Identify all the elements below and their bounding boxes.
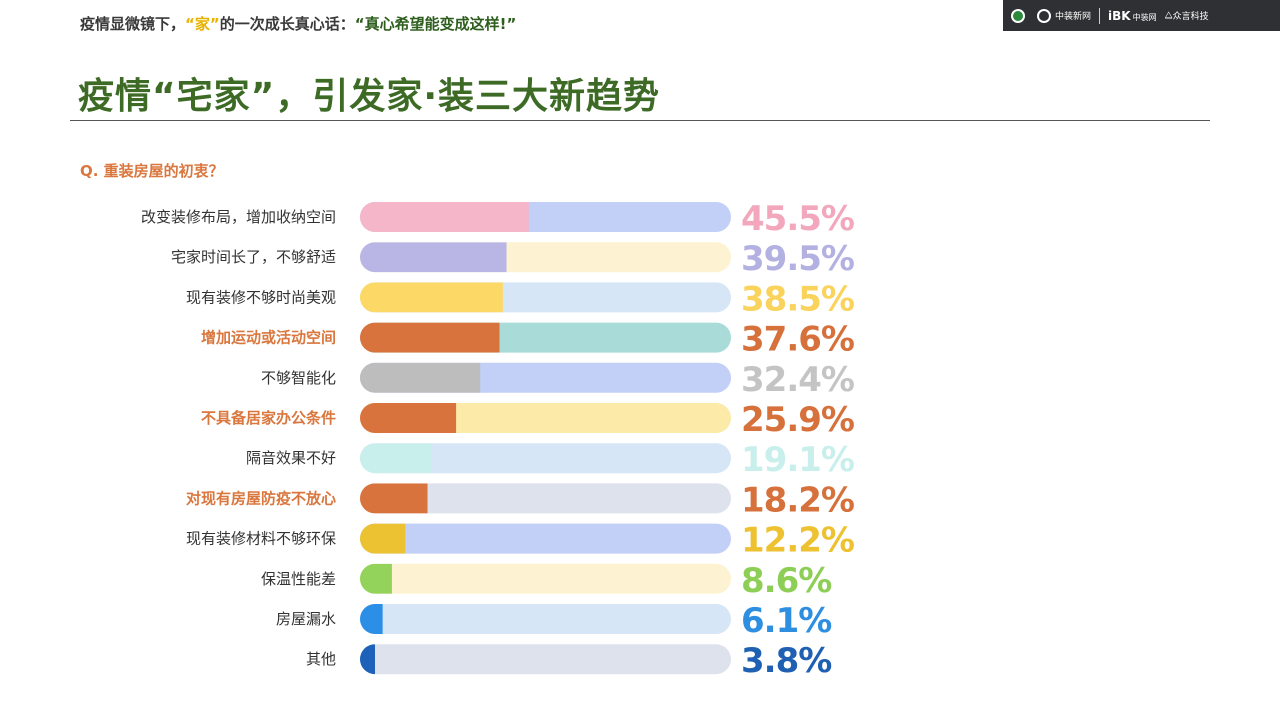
category-label: 不具备居家办公条件 <box>201 409 336 427</box>
association-logo <box>1011 8 1029 23</box>
category-label: 保温性能差 <box>261 570 336 588</box>
bar <box>360 604 383 634</box>
value-label: 8.6% <box>741 561 831 601</box>
category-label: 不够智能化 <box>261 369 336 387</box>
brand-three-sub: 中装网 <box>1132 12 1157 22</box>
value-label: 37.6% <box>741 320 854 360</box>
partner-logo-bar: 中装新网 iBK 中装网 ⧋ 众言科技 <box>1003 0 1280 31</box>
brand-two-name: 中装新网 <box>1055 12 1092 22</box>
value-label: 38.5% <box>741 279 854 319</box>
category-label: 现有装修材料不够环保 <box>186 530 336 548</box>
association-seal-icon <box>1011 8 1025 23</box>
value-label: 6.1% <box>741 601 831 641</box>
value-label: 3.8% <box>741 641 831 681</box>
bar <box>360 282 503 313</box>
bar-track <box>360 483 731 514</box>
category-label: 增加运动或活动空间 <box>201 329 336 347</box>
brand-two-mark-icon <box>1037 8 1051 23</box>
bar <box>360 443 431 474</box>
bar <box>360 563 392 594</box>
bar <box>360 523 406 554</box>
value-label: 12.2% <box>741 521 854 561</box>
tagline: 疫情显微镜下，“家”的一次成长真心话：“真心希望能变成这样!” <box>80 13 516 34</box>
brand-three-logo: iBK 中装网 <box>1108 9 1157 23</box>
value-label: 39.5% <box>741 239 854 279</box>
tagline-quote: “真心希望能变成这样!” <box>354 15 517 33</box>
bar <box>360 644 375 675</box>
value-label: 32.4% <box>741 360 854 400</box>
value-label: 25.9% <box>741 400 854 440</box>
bar-track <box>360 443 731 474</box>
bar <box>360 362 481 393</box>
brand-four-name: 众言科技 <box>1172 12 1209 22</box>
survey-question: Q. 重装房屋的初衷？ <box>80 162 224 180</box>
bar <box>360 202 529 232</box>
category-label: 改变装修布局，增加收纳空间 <box>141 208 336 226</box>
category-label: 其他 <box>306 650 336 668</box>
page-title: 疫情“宅家”，引发家·装三大新趋势 <box>78 76 660 117</box>
category-label: 隔音效果不好 <box>246 449 336 467</box>
bar-track <box>360 523 731 554</box>
brand-four-mark-icon: ⧋ <box>1164 10 1173 21</box>
bar-track <box>360 563 731 594</box>
brand-four-logo: ⧋ 众言科技 <box>1164 9 1209 23</box>
value-label: 45.5% <box>741 199 854 239</box>
bar-track <box>360 644 731 675</box>
title-divider <box>70 120 1210 121</box>
brand-two-logo: 中装新网 <box>1037 8 1092 23</box>
bar <box>360 242 507 273</box>
value-label: 18.2% <box>741 480 854 520</box>
value-label: 19.1% <box>741 440 854 480</box>
category-label: 宅家时间长了，不够舒适 <box>171 248 336 266</box>
category-label: 房屋漏水 <box>276 610 336 628</box>
bar <box>360 483 428 514</box>
tagline-prefix: 疫情显微镜下， <box>80 15 186 33</box>
tagline-home: “家” <box>185 15 220 33</box>
brand-three-name: iBK <box>1108 8 1131 23</box>
bar <box>360 403 457 433</box>
category-label: 对现有房屋防疫不放心 <box>186 489 336 507</box>
category-label: 现有装修不够时尚美观 <box>186 288 336 306</box>
logo-divider <box>1099 7 1101 24</box>
bar <box>360 322 500 353</box>
tagline-middle: 的一次成长真心话： <box>219 15 355 33</box>
bar-track <box>360 604 731 634</box>
